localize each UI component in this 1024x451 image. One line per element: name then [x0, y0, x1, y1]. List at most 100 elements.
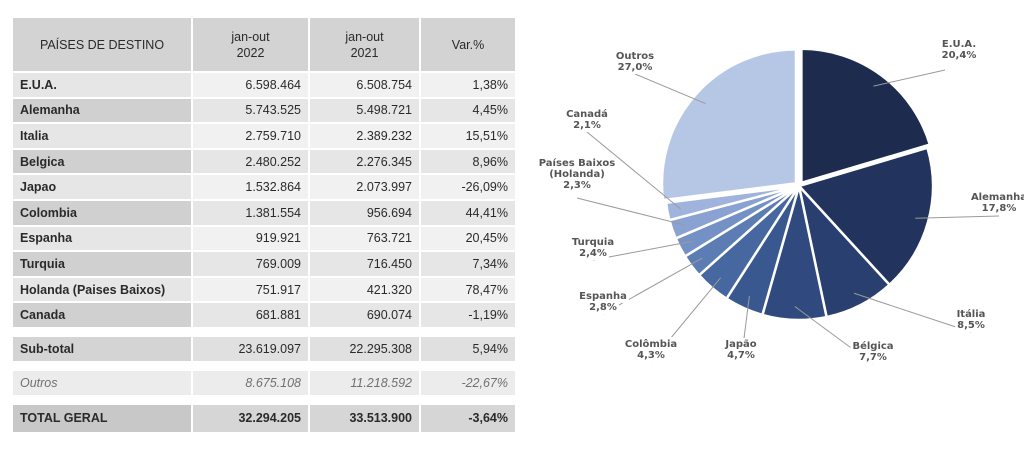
label-background — [577, 290, 629, 303]
label-background — [569, 236, 617, 249]
table-row: Canada 681.881 690.074 -1,19% — [13, 302, 515, 329]
table-row: Espanha 919.921 763.721 20,45% — [13, 225, 515, 253]
value-2021-cell: 6.508.754 — [309, 72, 421, 99]
value-2021-cell: 33.513.900 — [309, 404, 421, 434]
value-2021-cell: 2.073.997 — [309, 174, 421, 201]
country-cell: Outros — [13, 370, 193, 397]
value-2022-cell: 6.598.464 — [192, 72, 310, 99]
slice-value-label-italia: 8,5% — [957, 320, 985, 331]
pie-slices — [660, 47, 935, 322]
country-cell: Espanha — [13, 225, 193, 253]
value-2022-cell: 919.921 — [192, 225, 310, 253]
slice-name-label-canada: Canadá — [566, 108, 608, 120]
pie-chart-container: E.U.A. 20,4% Alemanha 17,8% Itália 8,5% Bélgic… — [520, 0, 1024, 451]
country-cell: Colombia — [13, 199, 193, 227]
value-2022-cell: 1.532.864 — [192, 174, 310, 201]
label-background — [587, 301, 619, 314]
slice-name-label-paises-baixos-holanda: (Holanda) — [549, 169, 605, 180]
country-cell: Italia — [13, 123, 193, 150]
country-cell: Sub-total — [13, 336, 193, 363]
table-row: Belgica 2.480.252 2.276.345 8,96% — [13, 148, 515, 176]
slice-name-label-italia: Itália — [957, 308, 986, 320]
label-background — [968, 191, 1024, 204]
pie-slice-canada — [664, 184, 800, 222]
slice-value-label-canada: 2,1% — [573, 120, 601, 131]
table-row: Holanda (Paises Baixos) 751.917 421.320 78,… — [13, 276, 515, 304]
header-2021-line1: jan-out — [345, 29, 384, 44]
variation-cell: 5,94% — [420, 336, 515, 363]
header-2022-line2: 2022 — [236, 45, 265, 60]
value-2022-cell: 8.675.108 — [192, 370, 310, 397]
country-cell: Alemanha — [13, 97, 193, 125]
label-background — [536, 156, 618, 170]
slice-value-label-alemanha: 17,8% — [982, 203, 1017, 214]
exports-table: PAÍSES DE DESTINO jan-out 2022 jan-out 202… — [13, 18, 515, 434]
label-background — [571, 119, 603, 132]
country-cell: Belgica — [13, 148, 193, 176]
slice-name-label-turquia: Turquia — [572, 237, 614, 248]
label-background — [725, 349, 757, 362]
slice-value-label-colombia: 4,3% — [637, 350, 665, 361]
value-2021-cell: 716.450 — [309, 251, 421, 278]
row-spacer-cell — [13, 395, 515, 405]
value-2022-cell: 32.294.205 — [192, 404, 310, 434]
value-2022-cell: 1.381.554 — [192, 199, 310, 227]
leader-line-turquia — [592, 240, 692, 261]
label-background — [939, 49, 979, 62]
value-2022-cell: 23.619.097 — [192, 336, 310, 363]
slice-value-label-belgica: 7,7% — [859, 352, 887, 363]
value-2022-cell: 5.743.525 — [192, 97, 310, 125]
variation-cell: -1,19% — [420, 302, 515, 329]
label-background — [564, 107, 610, 121]
header-2022-line1: jan-out — [231, 29, 270, 44]
others-row: Outros 8.675.108 11.218.592 -22,67% — [13, 370, 515, 397]
value-2022-cell: 769.009 — [192, 251, 310, 278]
leader-line-italia — [853, 292, 972, 333]
variation-cell: -26,09% — [420, 174, 515, 201]
slice-name-label-japao: Japão — [724, 339, 756, 350]
total-row: TOTAL GERAL 32.294.205 33.513.900 -3,64% — [13, 404, 515, 434]
variation-cell: -3,64% — [420, 404, 515, 434]
header-country: PAÍSES DE DESTINO — [13, 18, 193, 73]
header-country-label: PAÍSES DE DESTINO — [39, 37, 165, 52]
value-2022-cell: 2.480.252 — [192, 148, 310, 176]
header-2021: jan-out 2021 — [309, 18, 421, 73]
label-background — [857, 351, 889, 364]
slice-value-label-turquia: 2,4% — [579, 248, 607, 259]
row-spacer-cell — [13, 361, 515, 371]
label-background — [613, 50, 657, 63]
header-variation-label: Var.% — [451, 37, 485, 52]
variation-cell: -22,67% — [420, 370, 515, 397]
table-header-row: PAÍSES DE DESTINO jan-out 2022 jan-out 202… — [13, 18, 515, 73]
label-background — [635, 349, 667, 362]
leader-line-paises-baixos-holanda — [576, 197, 686, 226]
country-cell: Japao — [13, 174, 193, 201]
country-cell: Turquia — [13, 251, 193, 278]
slice-name-label-colombia: Colômbia — [625, 338, 677, 350]
leader-line-outros — [634, 73, 706, 105]
variation-cell: 44,41% — [420, 199, 515, 227]
slice-name-label-paises-baixos-holanda: Países Baixos — [539, 157, 616, 169]
value-2021-cell: 2.389.232 — [309, 123, 421, 150]
label-background — [939, 38, 979, 51]
slice-value-label-espanha: 2,8% — [589, 302, 617, 313]
country-cell: E.U.A. — [13, 72, 193, 99]
header-variation: Var.% — [420, 18, 515, 73]
subtotal-row: Sub-total 23.619.097 22.295.308 5,94% — [13, 336, 515, 363]
label-background — [954, 307, 988, 321]
slice-name-label-espanha: Espanha — [579, 291, 627, 302]
table-body: E.U.A. 6.598.464 6.508.754 1,38% Alemanha 5.7… — [13, 72, 515, 434]
value-2021-cell: 5.498.721 — [309, 97, 421, 125]
exports-table-container: PAÍSES DE DESTINO jan-out 2022 jan-out 202… — [13, 18, 515, 434]
leader-line-espanha — [602, 257, 703, 315]
slice-value-label-japao: 4,7% — [727, 350, 755, 361]
country-cell: TOTAL GERAL — [13, 404, 193, 434]
label-background — [622, 337, 680, 351]
value-2021-cell: 956.694 — [309, 199, 421, 227]
slice-value-label-outros: 27,0% — [618, 62, 653, 73]
slice-name-label-outros: Outros — [616, 51, 654, 62]
label-background — [577, 247, 609, 260]
variation-cell: 1,38% — [420, 72, 515, 99]
